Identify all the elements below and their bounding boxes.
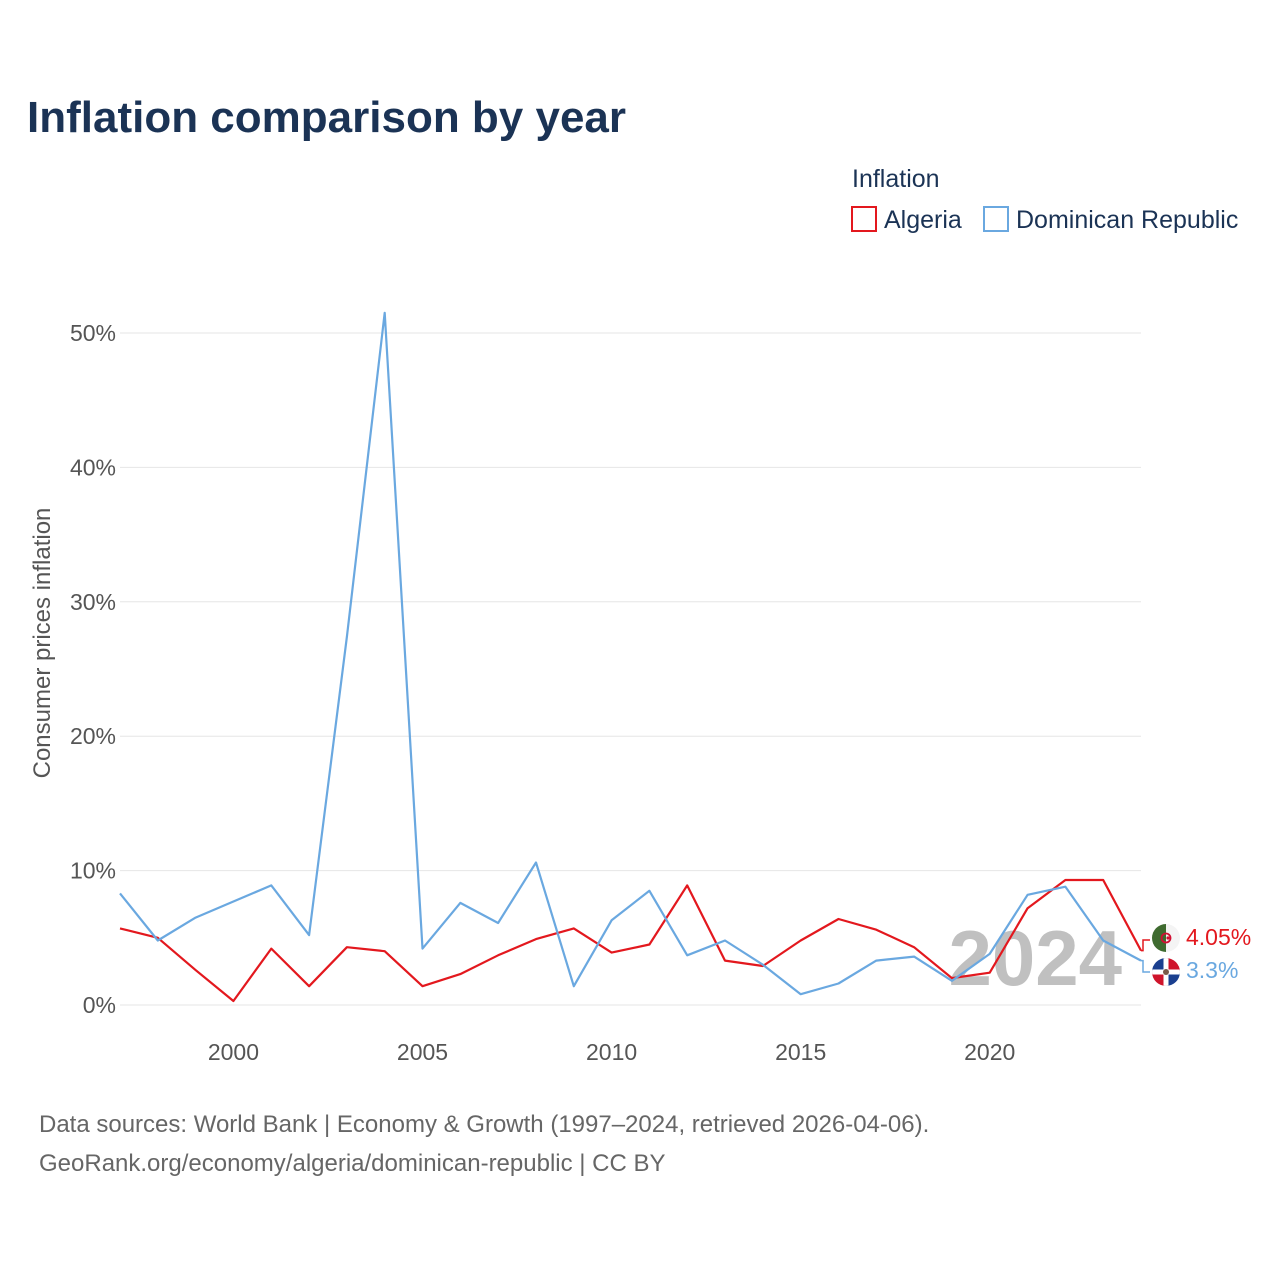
x-tick-label: 2015 (775, 1039, 826, 1065)
legend[interactable]: Algeria Dominican Republic (851, 206, 1238, 234)
algeria-leader-line (1141, 939, 1150, 952)
series-line-dominican-republic (119, 311, 1142, 996)
end-markers: 4.05% 3.3% (1141, 924, 1251, 986)
dominican-end-label: 3.3% (1186, 957, 1238, 983)
x-tick-label: 2000 (208, 1039, 259, 1065)
legend-item-dominican-republic[interactable]: Dominican Republic (983, 206, 1238, 234)
source-line-2[interactable]: GeoRank.org/economy/algeria/dominican-re… (39, 1150, 666, 1177)
dominican-republic-flag-icon (1152, 958, 1180, 986)
legend-swatch (983, 206, 1009, 232)
source-line-1: Data sources: World Bank | Economy & Gro… (39, 1111, 929, 1138)
y-tick-label: 0% (83, 992, 116, 1018)
y-axis-ticks: 0% 10% 20% 30% 40% 50% (70, 320, 116, 1018)
y-tick-label: 50% (70, 320, 116, 346)
legend-title: Inflation (852, 165, 940, 193)
y-tick-label: 40% (70, 454, 116, 480)
chart-title: Inflation comparison by year (27, 93, 626, 142)
legend-swatch (851, 206, 877, 232)
legend-label: Dominican Republic (1016, 206, 1238, 234)
y-tick-label: 30% (70, 589, 116, 615)
legend-item-algeria[interactable]: Algeria (851, 206, 962, 234)
x-tick-label: 2005 (397, 1039, 448, 1065)
series-line-algeria (119, 878, 1142, 1003)
legend-label: Algeria (884, 206, 962, 234)
year-watermark: 2024 (948, 914, 1122, 1002)
gridlines (120, 332, 1141, 1006)
x-tick-label: 2020 (964, 1039, 1015, 1065)
algeria-flag-icon (1152, 924, 1180, 952)
x-axis-ticks: 2000 2005 2010 2015 2020 (208, 1039, 1015, 1065)
y-axis-label: Consumer prices inflation (29, 508, 56, 779)
x-tick-label: 2010 (586, 1039, 637, 1065)
series-lines (119, 311, 1142, 1003)
dominican-leader-line (1141, 959, 1150, 973)
y-tick-label: 20% (70, 723, 116, 749)
y-tick-label: 10% (70, 858, 116, 884)
algeria-end-label: 4.05% (1186, 924, 1251, 950)
